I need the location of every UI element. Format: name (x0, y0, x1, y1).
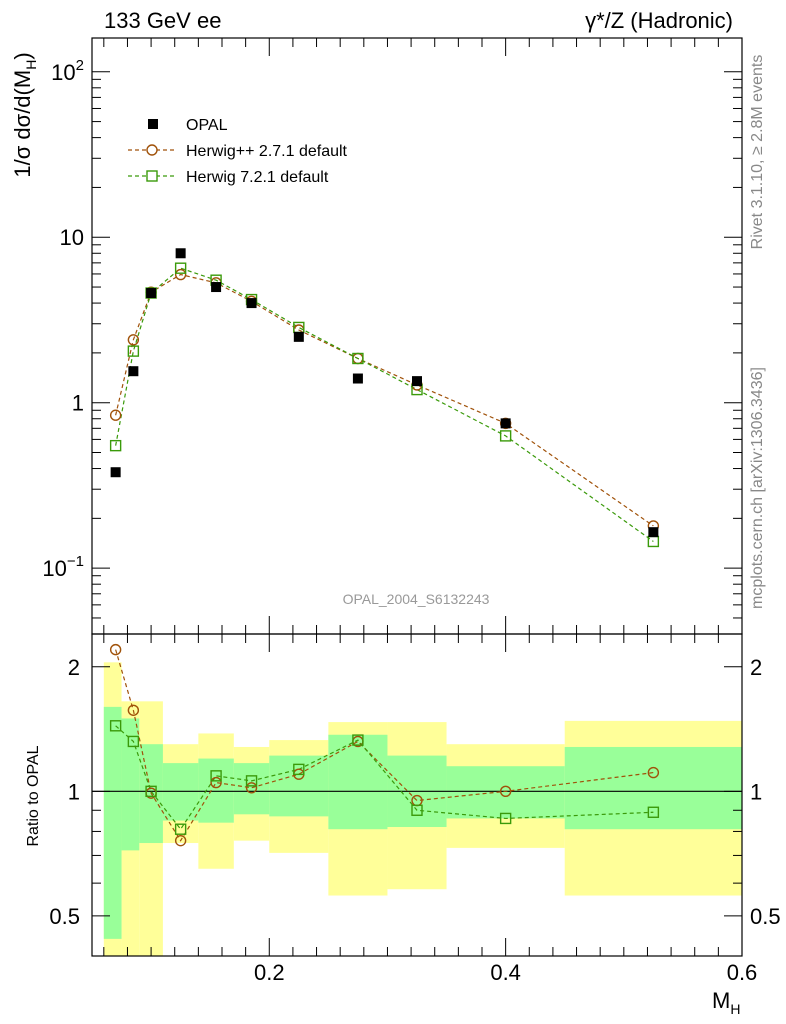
ratio-ytick-label: 2 (68, 655, 80, 680)
ratio-herwigpp-point (499, 785, 512, 798)
ratio-ytick-label: 1 (68, 779, 80, 804)
legend-label: Herwig++ 2.7.1 default (186, 143, 348, 160)
ratio-panel: 0.5 0.5 1 1 2 2 0.2 0.4 0.6 (49, 633, 781, 985)
mcplots-label: mcplots.cern.ch [arXiv:1306.3436] (749, 367, 766, 609)
ratio-herwig7-point (499, 812, 512, 825)
legend: OPAL Herwig++ 2.7.1 default Herwig 7.2.1 d… (128, 117, 348, 186)
ratio-frame (91, 633, 743, 957)
main-ylabel: 1/σ dσ/d(MH) (10, 52, 39, 177)
band-inner (198, 758, 234, 823)
legend-marker (146, 144, 158, 156)
opal-point (648, 527, 659, 538)
ratio-series-line (115, 725, 654, 831)
ratio-herwig7-point (174, 823, 187, 835)
band-inner (103, 706, 122, 939)
opal-point (293, 331, 304, 342)
xlabel: MH (712, 988, 740, 1017)
ratio-herwig7-point (647, 806, 660, 818)
band-inner (269, 755, 329, 817)
opal-point (352, 373, 363, 384)
band-inner (121, 718, 140, 851)
ratio-ylabel: Ratio to OPAL (25, 745, 42, 846)
band-inner (328, 734, 388, 830)
band-inner (564, 746, 742, 830)
herwigpp-point (174, 268, 187, 281)
header-left: 133 GeV ee (104, 8, 221, 33)
herwig7-point (174, 262, 187, 274)
opal-point (128, 366, 139, 377)
opal-point (211, 282, 222, 293)
xtick-label: 0.2 (254, 960, 285, 985)
ratio-herwigpp-point (109, 643, 122, 656)
opal-point (246, 298, 257, 309)
band-inner (446, 766, 565, 819)
ratio-herwig7-point (109, 720, 122, 732)
herwigpp-point (127, 334, 140, 346)
ratio-ytick-label-right: 0.5 (750, 904, 781, 929)
herwig7-point (109, 439, 122, 452)
legend-marker (148, 119, 158, 129)
ratio-herwig7-point (411, 804, 423, 816)
series-line (115, 267, 654, 542)
legend-label: OPAL (186, 117, 228, 134)
main-ytick-label: 1 (72, 391, 84, 416)
ratio-herwig7-point (293, 763, 305, 776)
opal-point (110, 467, 121, 478)
series-line (115, 273, 654, 527)
herwigpp-point (109, 409, 122, 421)
uncertainty-bands (103, 662, 742, 956)
ratio-ytick-label-right: 2 (750, 655, 762, 680)
main-ytick-label: 10 (60, 225, 84, 250)
ratio-herwigpp-point (174, 834, 187, 847)
xtick-label: 0.4 (490, 960, 521, 985)
rivet-label: Rivet 3.1.10, ≥ 2.8M events (749, 55, 766, 250)
ratio-herwigpp-point (647, 766, 660, 779)
ratio-series-line (115, 649, 654, 842)
ratio-herwig7-point (145, 785, 157, 798)
ratio-herwig7-point (245, 775, 258, 787)
herwig7-point (499, 430, 512, 442)
header-right: γ*/Z (Hadronic) (585, 8, 733, 33)
main-ytick-label: 102 (51, 57, 84, 85)
band-inner (233, 763, 270, 815)
opal-point (175, 248, 186, 259)
main-ytick-label: 10−1 (42, 553, 84, 581)
ratio-herwig7-point (210, 770, 222, 782)
opal-point (146, 288, 157, 299)
opal-point (412, 376, 422, 387)
legend-label: Herwig 7.2.1 default (186, 169, 329, 186)
herwig7-point (127, 345, 140, 357)
herwig7-point (352, 352, 364, 365)
legend-marker (146, 170, 158, 182)
xtick-label: 0.6 (727, 960, 758, 985)
ratio-herwigpp-point (127, 704, 140, 716)
ratio-herwigpp-point (245, 782, 258, 794)
analysis-id: OPAL_2004_S6132243 (343, 591, 490, 607)
opal-point (500, 418, 511, 429)
ratio-ytick-label-right: 1 (750, 779, 762, 804)
ratio-herwigpp-point (210, 776, 222, 789)
ratio-herwig7-point (127, 735, 140, 748)
ratio-herwig7-point (352, 734, 364, 746)
main-panel: 10−1 1 10 102 OPAL Herwig++ 2.7.1 default Herw… (42, 37, 743, 635)
ratio-ytick-label: 0.5 (49, 904, 80, 929)
